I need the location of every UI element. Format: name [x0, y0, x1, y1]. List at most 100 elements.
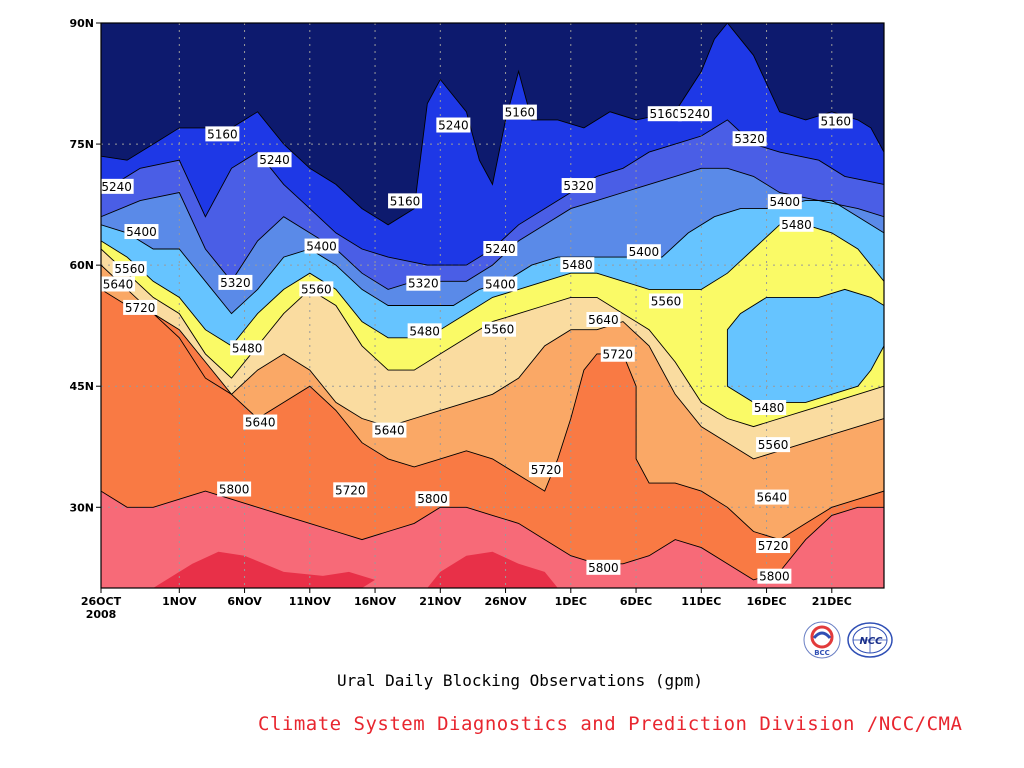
contour-label: 5720: [603, 348, 634, 362]
svg-text:BCC: BCC: [814, 649, 830, 657]
contour-label-bg: [205, 126, 240, 142]
contour-label: 5320: [563, 179, 594, 193]
contour-label: 5480: [232, 341, 263, 355]
contour-label-bg: [230, 340, 265, 356]
chart-title: Ural Daily Blocking Observations (gpm): [336, 671, 704, 690]
contour-label-bg: [626, 244, 661, 260]
contour-label: 5480: [562, 258, 593, 272]
contour-label: 5640: [245, 416, 276, 430]
contour-label: 5320: [734, 132, 765, 146]
contour-label: 5560: [758, 438, 789, 452]
contour-label: 5240: [680, 107, 711, 121]
contour-label-bg: [756, 538, 791, 554]
contour-label: 5640: [756, 491, 787, 505]
x-tick-label: 11NOV: [289, 595, 332, 608]
contour-label-bg: [333, 482, 368, 498]
contour-label-bg: [372, 422, 407, 438]
x-tick-label: 1DEC: [555, 595, 587, 608]
contour-label-bg: [677, 106, 712, 122]
y-tick-label: 90N: [69, 17, 94, 30]
contour-label-bg: [99, 178, 134, 194]
contour-label: 5400: [306, 240, 337, 254]
contour-label-bg: [100, 276, 135, 292]
contour-label-bg: [752, 400, 787, 416]
x-tick-label: 16DEC: [747, 595, 787, 608]
contour-label: 5720: [335, 483, 366, 497]
contour-label: 5480: [409, 324, 440, 338]
contour-label: 5240: [259, 153, 290, 167]
contour-label: 5400: [629, 245, 660, 259]
x-tick-label: 1NOV: [162, 595, 197, 608]
x-tick-label: 6NOV: [227, 595, 262, 608]
contour-label-bg: [112, 261, 147, 277]
contour-label: 5560: [484, 323, 515, 337]
contour-label-bg: [818, 113, 853, 129]
y-tick-label: 45N: [69, 380, 94, 393]
contour-label-bg: [123, 299, 158, 315]
contour-label-bg: [649, 293, 684, 309]
contour-label: 5240: [101, 180, 132, 194]
contour-label-bg: [560, 257, 595, 273]
contour-label: 5800: [588, 561, 619, 575]
contour-label-bg: [732, 131, 767, 147]
contour-label: 5400: [770, 195, 801, 209]
contour-label-bg: [756, 437, 791, 453]
contour-label: 5240: [438, 119, 469, 133]
contour-label-bg: [600, 346, 635, 362]
contour-label-bg: [388, 193, 423, 209]
contour-label: 5160: [207, 127, 238, 141]
contour-label-bg: [243, 414, 278, 430]
x-tick-label: 11DEC: [681, 595, 721, 608]
contour-label: 5800: [417, 492, 448, 506]
y-tick-label: 60N: [69, 259, 94, 272]
contour-5160: [101, 23, 884, 226]
contour-label: 5560: [114, 262, 145, 276]
contour-label-bg: [304, 238, 339, 254]
credit-text: Climate System Diagnostics and Predictio…: [258, 713, 963, 735]
contour-label-bg: [299, 281, 334, 297]
contour-label-bg: [586, 559, 621, 575]
band-hot-1: [427, 551, 558, 588]
contour-label-bg: [407, 323, 442, 339]
contour-label: 5160: [390, 194, 421, 208]
contour-label-bg: [124, 224, 159, 240]
contour-label-bg: [767, 194, 802, 210]
contour-5560: [101, 248, 884, 428]
bcc-logo: BCC: [802, 620, 842, 660]
contour-label-bg: [586, 312, 621, 328]
x-axis: 26OCT 2008 1NOV 6NOV 11NOV 16NOV 21NOV 26NOV 1DE…: [81, 588, 852, 621]
x-tick-label: 26OCT 2008: [81, 595, 122, 621]
contour-label-bg: [757, 568, 792, 584]
contour-label-bg: [436, 117, 471, 133]
contour-label: 5240: [485, 242, 516, 256]
contour-label: 5400: [126, 225, 157, 239]
contour-label-bg: [779, 216, 814, 232]
contour-label: 5320: [408, 277, 439, 291]
y-axis: 30N 45N 60N 75N 90N: [69, 17, 101, 514]
contour-label: 5720: [531, 463, 562, 477]
contour-label-bg: [218, 274, 253, 290]
x-tick-label: 6DEC: [620, 595, 652, 608]
x-tick-label: 21DEC: [812, 595, 852, 608]
plot-frame: [100, 22, 885, 589]
y-tick-label: 75N: [69, 138, 94, 151]
band-above-5720: [101, 289, 884, 588]
contour-5320: [101, 167, 884, 290]
contour-label: 5720: [758, 539, 789, 553]
contour-label: 5160: [649, 107, 680, 121]
contour-label: 5400: [485, 278, 516, 292]
contour-label: 5640: [374, 424, 405, 438]
contour-label-bg: [406, 275, 441, 291]
contour-label: 5480: [754, 401, 785, 415]
contour-label: 5800: [759, 570, 790, 584]
band-above-5800: [101, 491, 884, 588]
contour-label: 5160: [505, 106, 536, 120]
contour-label: 5560: [651, 294, 682, 308]
contour-label-bg: [529, 462, 564, 478]
contour-label: 5560: [301, 282, 332, 296]
contour-label: 5320: [220, 276, 251, 290]
x-tick-label: 16NOV: [354, 595, 397, 608]
contour-label: 5480: [781, 218, 812, 232]
